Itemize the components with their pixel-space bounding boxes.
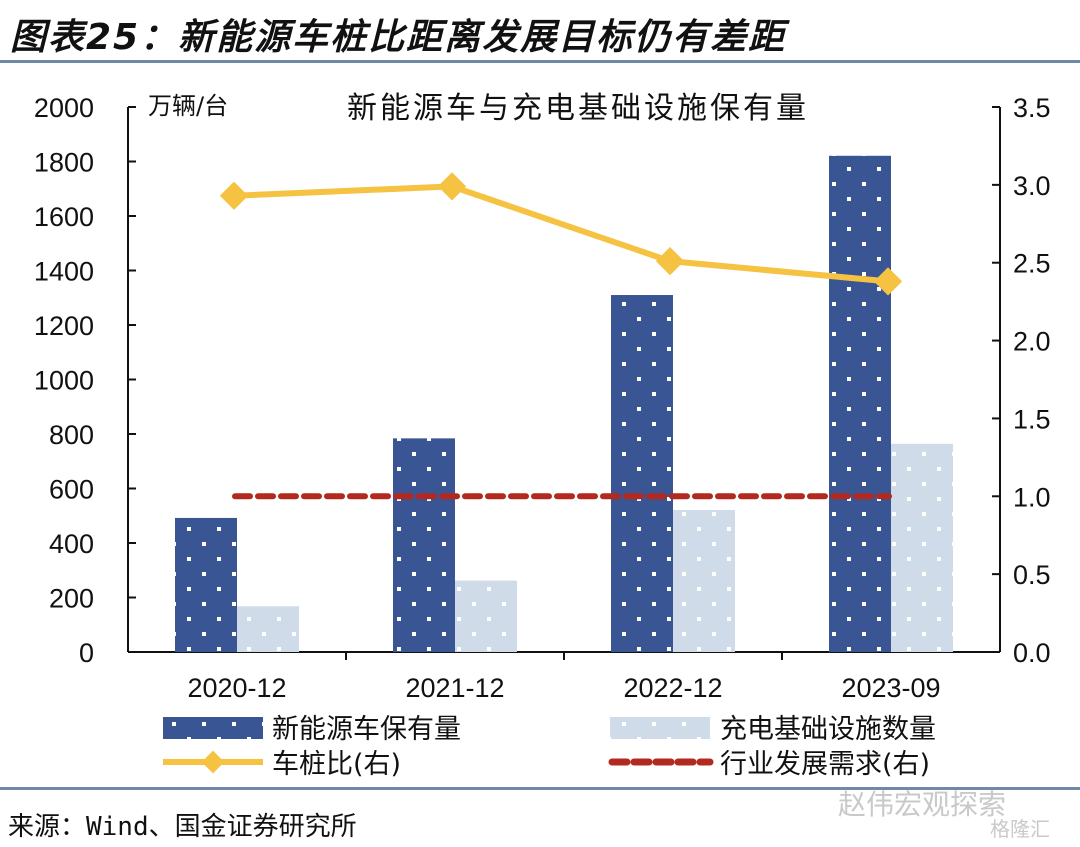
right-axis-tick-label: 2.0 [1013,327,1051,357]
left-axis-tick-label: 1800 [34,148,94,178]
brand-watermark: 格隆汇 [990,817,1050,841]
wechat-watermark: 赵伟宏观探索 [838,788,1007,821]
bar-charger-count [673,510,735,652]
right-axis-tick-label: 0.0 [1013,638,1051,668]
top-divider [0,60,1080,63]
left-axis-tick-label: 1000 [34,366,94,396]
left-axis-tick-label: 200 [49,584,94,614]
chart-title: 新能源车与充电基础设施保有量 [347,91,809,126]
x-axis-category-label: 2021-12 [405,673,504,703]
source-note: 来源：Wind、国金证券研究所 [8,812,357,842]
right-axis-tick-label: 1.0 [1013,482,1051,512]
left-axis-tick-label: 600 [49,475,94,505]
left-axis-tick-label: 1200 [34,311,94,341]
left-axis-tick-label: 800 [49,420,94,450]
left-axis-tick-label: 1400 [34,257,94,287]
bar-ev-stock [175,517,237,652]
chart: 0 200 400 600 800 1000 1200 1400 1600 1800 2000 0.0… [34,91,1051,780]
right-axis-tick-label: 0.5 [1013,560,1051,590]
right-axis-tick-label: 3.5 [1013,93,1051,123]
ratio-point [655,247,685,276]
right-axis-tick-label: 3.0 [1013,171,1051,201]
left-axis-tick-label: 1600 [34,202,94,232]
bar-charger-count [455,580,517,652]
legend-label-target: 行业发展需求(右) [720,749,930,780]
left-axis-tick-label: 2000 [34,93,94,123]
legend-marker-ratio [201,750,225,774]
bar-charger-count [891,443,953,652]
ratio-point [437,172,467,201]
legend-swatch-ev [163,717,263,739]
bar-charger-count [237,606,299,652]
bottom-divider [0,787,1080,790]
legend-label-ev: 新能源车保有量 [272,714,461,745]
ratio-point [873,267,903,296]
ratio-line [233,183,889,285]
x-axis-category-label: 2023-09 [841,673,940,703]
left-axis-unit: 万辆/台 [148,92,228,120]
bar-ev-stock [393,438,455,652]
bar-ev-stock [829,155,891,652]
legend: 新能源车保有量 充电基础设施数量 车桩比(右) 行业发展需求(右) [163,714,936,780]
right-axis-tick-label: 1.5 [1013,404,1051,434]
legend-label-charger: 充电基础设施数量 [720,714,936,745]
x-axis-category-label: 2020-12 [187,673,286,703]
left-axis-tick-label: 0 [79,638,94,668]
bar-ev-stock [611,295,673,652]
legend-label-ratio: 车桩比(右) [272,749,401,780]
legend-swatch-charger [610,717,710,739]
left-axis-tick-label: 400 [49,529,94,559]
right-axis-tick-label: 2.5 [1013,249,1051,279]
figure-title: 图表25：新能源车桩比距离发展目标仍有差距 [10,17,787,58]
ratio-point [219,181,249,210]
x-axis-category-label: 2022-12 [623,673,722,703]
